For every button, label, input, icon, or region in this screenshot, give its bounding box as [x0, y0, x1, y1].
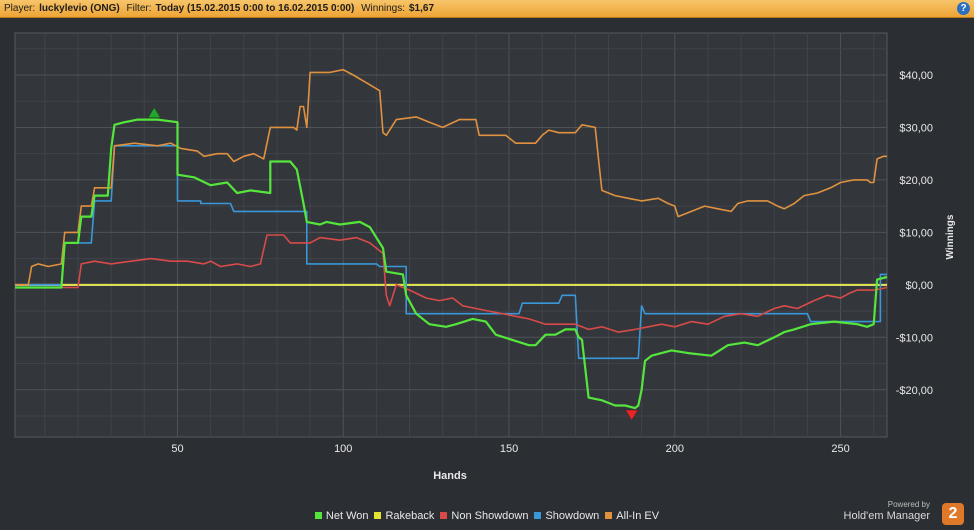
y-tick-label: $0,00: [905, 280, 933, 292]
branding: Powered by Hold'em Manager 2: [843, 500, 964, 525]
max-winnings-marker: [147, 107, 161, 118]
player-name: luckylevio (ONG): [39, 3, 120, 14]
y-tick-label: $10,00: [899, 227, 933, 239]
filter-value: Today (15.02.2015 0:00 to 16.02.2015 0:0…: [155, 3, 355, 14]
legend-item-showdown[interactable]: Showdown: [534, 510, 599, 522]
legend-label: Showdown: [545, 510, 600, 522]
y-tick-label: -$10,00: [896, 332, 933, 344]
legend-swatch: [314, 512, 322, 519]
y-axis-label: Winnings: [945, 214, 956, 259]
y-tick-label: -$20,00: [896, 385, 933, 397]
help-icon[interactable]: ?: [957, 2, 970, 15]
x-tick-label: 250: [831, 443, 849, 455]
filter-label: Filter:: [126, 3, 152, 14]
legend-label: Rakeback: [385, 510, 435, 522]
x-tick-label: 100: [334, 443, 352, 455]
y-axis-ticks: $40,00 $30,00 $20,00 $10,00 $0,00 -$10,00 -$20…: [896, 70, 933, 397]
y-tick-label: $20,00: [899, 175, 933, 187]
series-line-net-won: [15, 118, 888, 410]
legend-item-rakeback[interactable]: Rakeback: [374, 510, 434, 522]
y-tick-label: $30,00: [899, 122, 933, 134]
x-tick-label: 200: [666, 443, 684, 455]
x-axis-ticks: 50 100 150 200 250: [171, 443, 849, 455]
legend-swatch: [534, 512, 542, 519]
legend: Net Won Rakeback Non Showdown Showdown All-I…: [0, 510, 974, 522]
winnings-value: $1,67: [409, 3, 435, 14]
brand-name: Hold'em Manager: [843, 510, 930, 522]
series-line-all-in-ev: [15, 68, 887, 286]
series-lines: [15, 68, 888, 410]
x-tick-label: 50: [171, 443, 183, 455]
filter-bar: Player: luckylevio (ONG) Filter: Today (15…: [0, 0, 974, 18]
x-tick-label: 150: [500, 443, 518, 455]
legend-item-all-in-ev[interactable]: All-In EV: [605, 510, 659, 522]
legend-label: Net Won: [325, 510, 369, 522]
powered-by-text: Powered by: [887, 500, 930, 509]
legend-swatch: [440, 512, 448, 519]
plot-area: [14, 32, 888, 438]
markers: [147, 107, 639, 421]
legend-item-non-showdown[interactable]: Non Showdown: [440, 510, 528, 522]
legend-label: Non Showdown: [451, 510, 529, 522]
legend-item-net-won[interactable]: Net Won: [314, 510, 369, 522]
y-tick-label: $40,00: [899, 70, 933, 82]
min-winnings-marker: [625, 409, 639, 421]
x-axis-label: Hands: [433, 470, 467, 482]
series-line-non-showdown: [15, 234, 888, 333]
legend-swatch: [605, 512, 613, 519]
hm2-logo-icon: 2: [942, 503, 964, 525]
player-label: Player:: [4, 3, 36, 14]
winnings-label: Winnings:: [361, 3, 405, 14]
legend-swatch: [374, 512, 382, 519]
grid: [15, 33, 887, 437]
legend-label: All-In EV: [616, 510, 660, 522]
